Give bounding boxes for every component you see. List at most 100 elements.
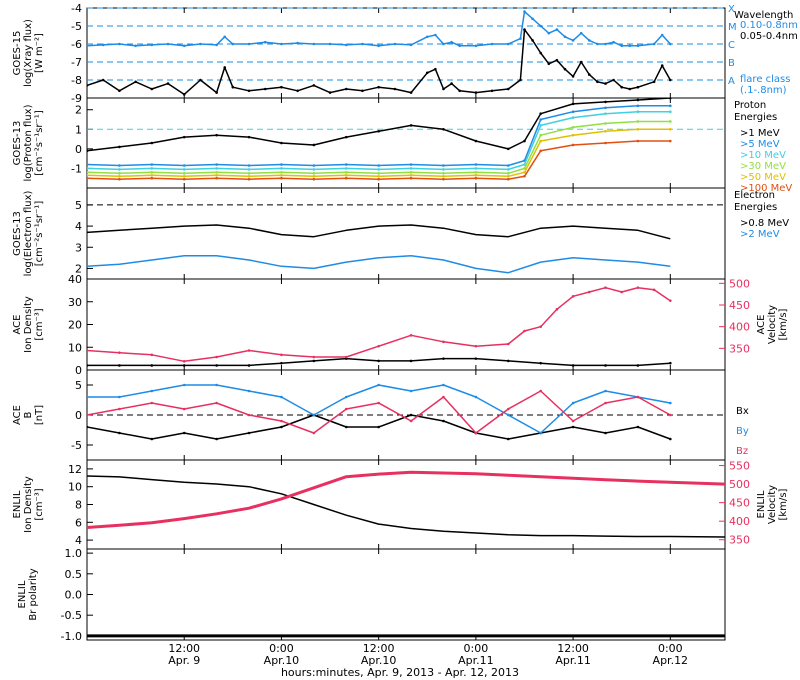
y-tick-label: 2 <box>75 104 82 117</box>
data-point <box>571 116 575 119</box>
x-tick-date-label: Apr.10 <box>361 654 397 667</box>
data-point <box>377 425 380 429</box>
data-point <box>409 173 413 177</box>
data-point <box>409 413 413 417</box>
data-point <box>604 82 607 85</box>
data-point <box>312 174 316 178</box>
y-tick-label: -4 <box>71 2 82 15</box>
data-point <box>118 89 121 93</box>
data-point <box>377 177 380 181</box>
legend-footer: flare class <box>740 74 790 85</box>
data-point <box>118 177 121 181</box>
data-point <box>377 44 380 48</box>
data-point <box>87 167 89 170</box>
data-point <box>247 89 251 93</box>
data-point <box>563 67 567 71</box>
data-point <box>118 174 121 178</box>
y-tick-label: 4 <box>75 534 82 547</box>
data-point <box>280 85 283 89</box>
y-tick-label: -7 <box>71 56 82 69</box>
data-point <box>442 419 445 423</box>
data-point <box>312 413 316 417</box>
data-point <box>571 126 575 129</box>
data-point <box>409 163 413 166</box>
data-point <box>150 167 154 170</box>
data-point <box>344 407 348 411</box>
y-tick-label: 2 <box>75 262 82 275</box>
y-axis-label: [cm⁻²s⁻¹sr⁻¹] <box>34 201 45 267</box>
data-point <box>547 31 551 35</box>
data-point <box>523 10 526 13</box>
data-point <box>247 177 251 181</box>
x-tick-time-label: 12:00 <box>168 642 200 655</box>
data-point <box>636 98 640 102</box>
data-point <box>506 147 510 151</box>
y-tick-label: 10 <box>68 341 82 354</box>
data-point <box>87 364 89 367</box>
y-axis-label: log(Proton flux) <box>23 104 34 181</box>
data-point <box>118 172 121 175</box>
data-point <box>636 104 640 108</box>
y-right-axis-label: [km/s] <box>778 308 789 340</box>
series--2-mev <box>87 254 671 274</box>
data-point <box>636 364 640 367</box>
y-tick-label: 40 <box>68 273 82 286</box>
series--10-mev <box>87 110 671 171</box>
panel-group: -9 -8 -7 -6 -5 -4 GOES-15 log(Xray flux) [W m⁻²]… <box>12 2 798 643</box>
y-axis-label: ACE <box>12 405 23 425</box>
data-point <box>555 58 559 62</box>
data-point <box>247 431 251 435</box>
data-point <box>531 17 534 21</box>
y-tick-label: 20 <box>68 319 82 332</box>
data-point <box>150 163 154 166</box>
data-point <box>87 171 89 174</box>
y-right-tick-label: 450 <box>729 299 750 312</box>
data-point <box>312 42 316 46</box>
data-point <box>669 104 672 108</box>
data-point <box>669 361 672 365</box>
data-point <box>450 40 453 44</box>
data-point <box>280 42 283 46</box>
data-point <box>523 163 526 166</box>
data-point <box>474 91 478 94</box>
y-axis-label: Ion Density <box>23 296 34 353</box>
data-point <box>87 173 89 177</box>
y-tick-label: 8 <box>75 499 82 512</box>
y-axis-label: [W m⁻²] <box>34 33 45 73</box>
data-point <box>361 89 364 93</box>
y-right-tick-label: 400 <box>729 515 750 528</box>
data-point <box>604 122 607 125</box>
data-point <box>87 425 89 429</box>
data-point <box>215 43 218 47</box>
y-axis-label: GOES-13 <box>12 121 23 166</box>
data-point <box>652 42 656 46</box>
panel-proton: -1 0 1 2 GOES-13 log(Proton flux) [cm⁻²s⁻¹sr⁻¹… <box>12 97 792 194</box>
data-point <box>280 361 283 365</box>
series-velocity <box>87 470 725 529</box>
data-point <box>506 87 510 91</box>
legend-entry: Bz <box>736 446 748 457</box>
data-point <box>215 401 218 405</box>
legend-title: Electron <box>734 190 775 201</box>
data-point <box>563 35 567 39</box>
data-point <box>247 168 251 171</box>
data-point <box>215 176 218 180</box>
data-point <box>539 361 542 365</box>
data-point <box>87 84 89 87</box>
legend-title: Proton <box>734 100 766 111</box>
data-point <box>312 359 316 363</box>
data-point <box>223 35 227 39</box>
data-point <box>182 164 186 167</box>
data-point <box>669 98 672 100</box>
data-point <box>442 174 445 178</box>
y-tick-label: -8 <box>71 74 82 87</box>
data-point <box>312 172 316 175</box>
data-point <box>182 360 186 363</box>
data-point <box>669 120 672 123</box>
data-point <box>393 87 397 91</box>
data-point <box>458 44 461 48</box>
data-point <box>604 389 607 393</box>
data-point <box>215 364 218 367</box>
data-point <box>636 120 640 123</box>
